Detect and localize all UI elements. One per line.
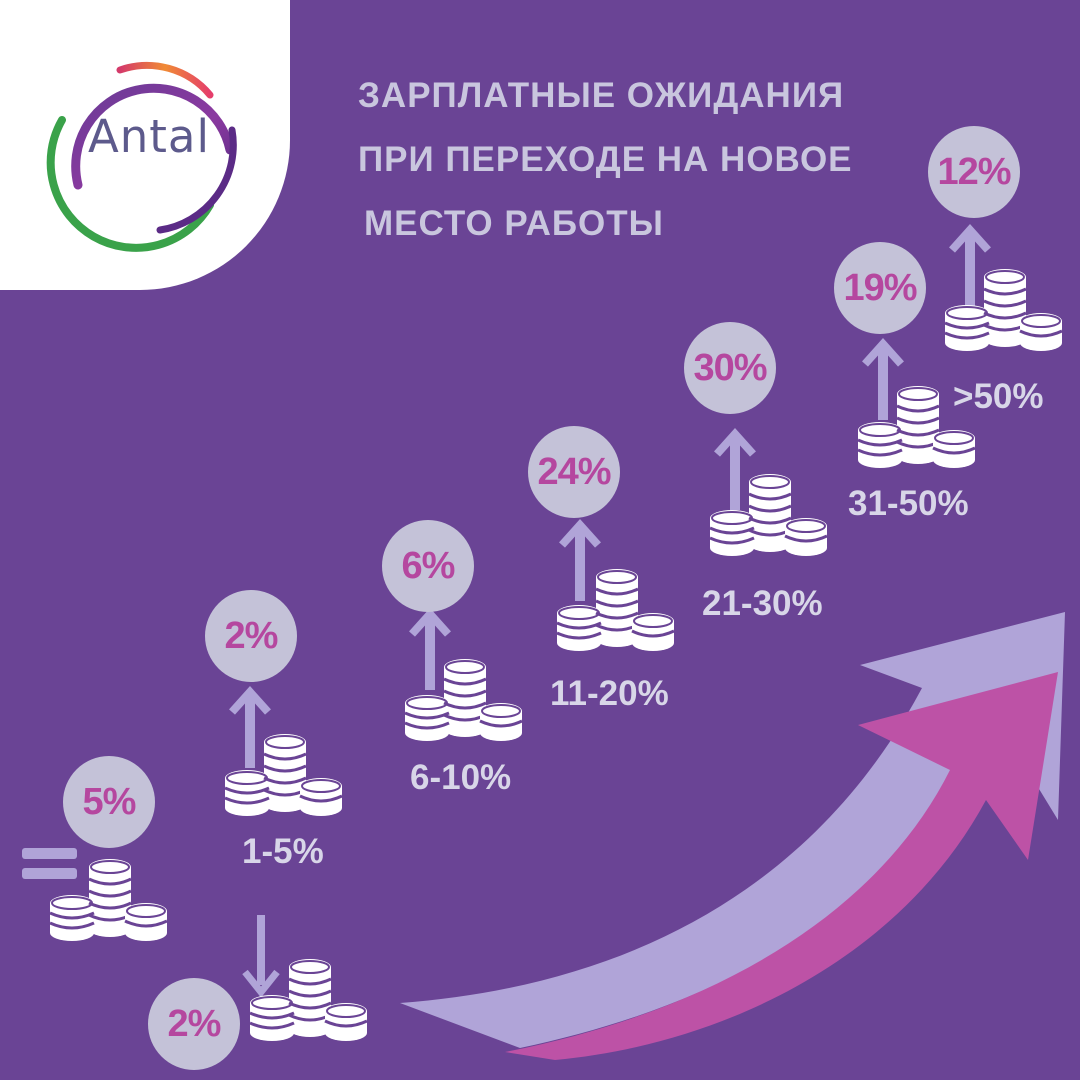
range-label-1-5: 1-5% [242,832,324,871]
percent-bubble-31-50: 19% [834,242,926,334]
page-title: ЗАРПЛАТНЫЕ ОЖИДАНИЯ ПРИ ПЕРЕХОДЕ НА НОВО… [358,64,918,256]
step-11-20-graphic [555,525,676,653]
growth-arrow-light [400,612,1065,1048]
range-label-over-50: >50% [953,377,1044,416]
step-equal-graphic [22,848,169,943]
growth-arrow-pink [505,672,1058,1060]
range-label-6-10: 6-10% [410,758,512,797]
step-decrease-graphic [242,915,369,1043]
percent-bubble-6-10: 6% [382,520,474,612]
percent-bubble-1-5: 2% [205,590,297,682]
step-over-50-graphic [943,230,1064,353]
title-line-1: ЗАРПЛАТНЫЕ ОЖИДАНИЯ [358,76,845,115]
step-1-5-graphic [223,692,344,818]
range-label-21-30: 21-30% [702,584,823,623]
percent-bubble-equal: 5% [63,756,155,848]
range-label-11-20: 11-20% [550,674,669,713]
logo-ring [46,61,237,252]
logo-panel [0,0,290,290]
logo-text: Antal [87,110,211,163]
percent-bubble-decrease: 2% [148,978,240,1070]
percent-bubble-21-30: 30% [684,322,776,414]
percent-bubble-over-50: 12% [928,126,1020,218]
percent-bubble-11-20: 24% [528,426,620,518]
title-line-3: МЕСТО РАБОТЫ [364,204,664,243]
range-label-31-50: 31-50% [848,484,969,523]
step-6-10-graphic [403,614,524,743]
title-line-2: ПРИ ПЕРЕХОДЕ НА НОВОЕ [358,140,853,179]
step-21-30-graphic [708,434,829,558]
